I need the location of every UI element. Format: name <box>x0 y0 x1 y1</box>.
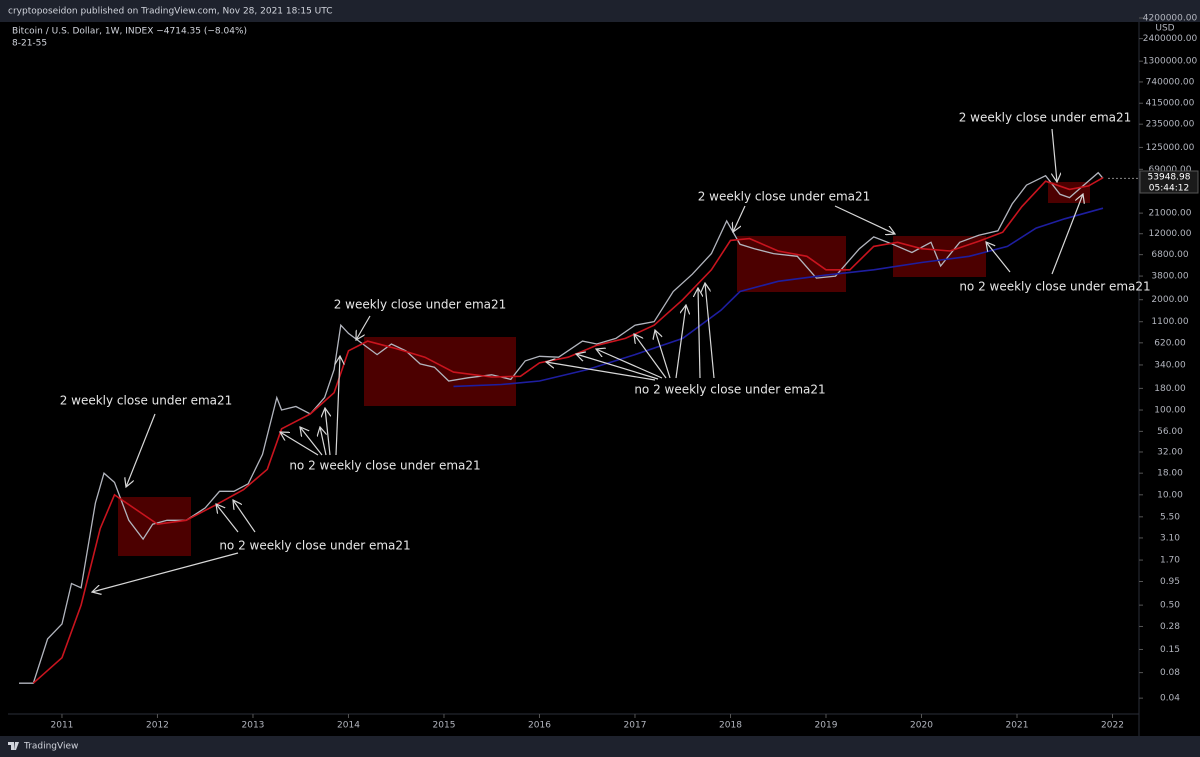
x-tick-label: 2013 <box>242 721 265 731</box>
arrow <box>1051 194 1083 275</box>
y-tick-label: 21000.00 <box>1149 209 1192 219</box>
axes: 4200000.00 2400000.00 1300000.00 740000.00 4… <box>51 14 1198 731</box>
arrow <box>596 349 663 379</box>
y-tick-label: 18.00 <box>1157 469 1183 479</box>
arrow <box>675 305 686 379</box>
header: cryptoposeidon published on TradingView.… <box>8 7 333 17</box>
y-tick-label: 3.10 <box>1160 533 1180 543</box>
footer-bar <box>0 736 1200 757</box>
arrow <box>698 288 700 379</box>
x-tick-label: 2019 <box>815 721 838 731</box>
y-tick-label: 740000.00 <box>1146 77 1195 87</box>
annotation: 2 weekly close under ema21 <box>334 298 507 312</box>
arrow <box>325 408 330 456</box>
zone <box>737 236 846 292</box>
x-tick-label: 2014 <box>337 721 360 731</box>
arrow <box>576 354 659 380</box>
annotation: no 2 weekly close under ema21 <box>634 383 825 397</box>
chart-title: Bitcoin / U.S. Dollar, 1W, INDEX −4714.3… <box>12 27 247 37</box>
arrow <box>834 205 895 234</box>
x-tick-label: 2021 <box>1006 721 1029 731</box>
annotation: 2 weekly close under ema21 <box>959 111 1132 125</box>
x-tick-label: 2017 <box>624 721 647 731</box>
arrow <box>705 283 715 379</box>
arrow <box>233 500 256 533</box>
y-tick-label: 0.95 <box>1160 577 1180 587</box>
y-tick-label: 0.15 <box>1160 645 1180 655</box>
y-tick-label: 6800.00 <box>1151 250 1188 260</box>
zone <box>118 497 191 556</box>
indicator: 8-21-55 <box>12 39 47 49</box>
arrow <box>336 356 340 456</box>
y-tick-label: 180.00 <box>1154 384 1186 394</box>
annotation: 2 weekly close under ema21 <box>698 190 871 204</box>
y-tick-label: 69000.00 <box>1149 165 1192 175</box>
arrow <box>546 362 656 381</box>
footer: TradingView <box>23 742 78 752</box>
arrow <box>300 427 323 456</box>
arrow <box>655 330 671 379</box>
arrow <box>92 552 239 592</box>
y-tick-label: 4200000.00 <box>1143 14 1198 24</box>
countdown: 05:44:12 <box>1149 184 1189 194</box>
y-tick-label: 0.28 <box>1160 622 1180 632</box>
arrow <box>356 315 371 340</box>
arrow <box>280 432 319 456</box>
annotation: no 2 weekly close under ema21 <box>219 539 410 553</box>
annotation: 2 weekly close under ema21 <box>60 394 233 408</box>
y-tick-label: 125000.00 <box>1146 143 1195 153</box>
x-tick-label: 2018 <box>719 721 742 731</box>
y-tick-label: 3800.00 <box>1151 272 1188 282</box>
y-tick-label: 340.00 <box>1154 360 1186 370</box>
y-tick-label: 2000.00 <box>1151 295 1188 305</box>
arrow <box>986 242 1011 273</box>
y-tick-label: 0.08 <box>1160 668 1180 678</box>
plot <box>19 171 1138 684</box>
y-tick-label: 620.00 <box>1154 338 1186 348</box>
x-tick-label: 2022 <box>1101 721 1124 731</box>
y-tick-label: 2400000.00 <box>1143 34 1198 44</box>
last-price: 53948.98 <box>1148 173 1191 183</box>
zone <box>364 337 516 406</box>
y-tick-label: 5.50 <box>1160 512 1180 522</box>
arrow <box>1052 128 1057 182</box>
y-tick-label: 235000.00 <box>1146 120 1195 130</box>
y-tick-label: 100.00 <box>1154 406 1186 416</box>
price-badge <box>1139 170 1199 194</box>
x-tick-label: 2012 <box>146 721 169 731</box>
y-tick-label: 56.00 <box>1157 427 1183 437</box>
y-tick-label: 1300000.00 <box>1143 57 1198 67</box>
y-tick-label: 1.70 <box>1160 556 1180 566</box>
arrow <box>216 504 239 533</box>
x-tick-label: 2015 <box>433 721 456 731</box>
series-line <box>453 207 1104 388</box>
x-tick-label: 2016 <box>528 721 551 731</box>
annotation: no 2 weekly close under ema21 <box>289 459 480 473</box>
y-tick-label: 12000.00 <box>1149 229 1192 239</box>
zones <box>118 182 1090 556</box>
y-tick-label: 415000.00 <box>1146 99 1195 109</box>
logo <box>8 742 19 750</box>
zone <box>893 236 986 277</box>
currency: USD <box>1155 24 1174 34</box>
y-tick-label: 0.04 <box>1160 694 1180 704</box>
header-bar <box>0 0 1200 22</box>
y-tick-label: 32.00 <box>1157 447 1183 457</box>
y-tick-label: 10.00 <box>1157 490 1183 500</box>
y-tick-label: 1100.00 <box>1151 317 1188 327</box>
x-tick-label: 2020 <box>910 721 933 731</box>
x-tick-label: 2011 <box>51 721 74 731</box>
arrow <box>126 413 156 487</box>
arrow <box>733 205 746 232</box>
annotation: no 2 weekly close under ema21 <box>959 280 1150 294</box>
y-tick-label: 0.50 <box>1160 601 1180 611</box>
series-line <box>32 177 1104 684</box>
arrow <box>320 427 326 456</box>
annotations: 2 weekly close under ema21 no 2 weekly c… <box>60 111 1151 593</box>
arrow <box>634 334 667 379</box>
